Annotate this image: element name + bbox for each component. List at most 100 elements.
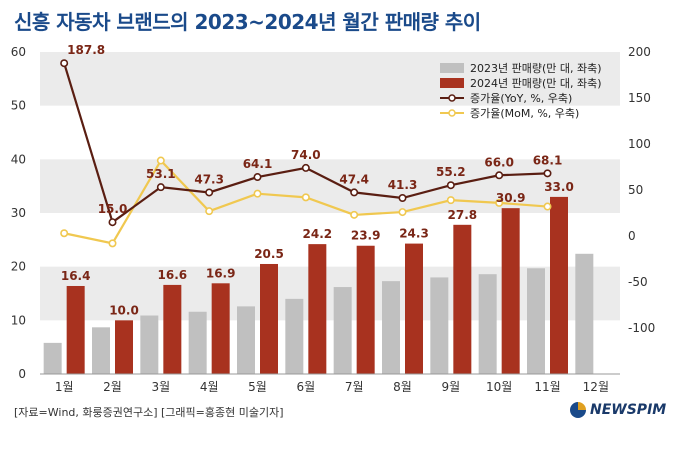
yoy-point — [156, 183, 165, 192]
y-right-tick: 150 — [628, 91, 651, 105]
y-left-tick: 10 — [11, 313, 26, 327]
bar-2023 — [333, 287, 352, 374]
yoy-point — [60, 59, 69, 68]
mom-point — [446, 196, 455, 205]
grid-band — [40, 266, 620, 321]
yoy-point — [495, 171, 504, 180]
x-tick: 1월 — [55, 380, 74, 394]
yoy-point — [543, 169, 552, 178]
legend-label: 증가율(YoY, %, 우축) — [470, 92, 572, 105]
yoy-label: 47.3 — [194, 172, 224, 186]
y-right-tick: -100 — [628, 321, 655, 335]
bar-2024 — [115, 320, 133, 374]
x-tick: 7월 — [345, 380, 364, 394]
bar-2023 — [527, 268, 545, 374]
newspim-icon — [570, 402, 586, 418]
bar-2023 — [478, 274, 497, 374]
x-tick: 4월 — [200, 380, 219, 394]
mom-point — [495, 198, 504, 207]
bar-2024-label: 20.5 — [254, 247, 284, 261]
data-labels: 16.4 10.0 16.6 16.9 20.5 24.2 23.9 24.3 27.8 30.9… — [61, 43, 574, 317]
bar-2023 — [575, 253, 594, 374]
legend-swatch — [440, 63, 464, 73]
mom-point — [156, 156, 165, 165]
bar-2023 — [285, 298, 304, 374]
mom-point — [543, 202, 552, 211]
bar-2024 — [453, 224, 472, 374]
y-right-tick: 100 — [628, 137, 651, 151]
mom-point — [350, 210, 359, 219]
mom-point — [301, 193, 310, 202]
legend-swatch — [440, 78, 464, 88]
yoy-point — [301, 163, 310, 172]
bar-2024 — [211, 283, 230, 374]
y-left-tick: 50 — [11, 99, 26, 113]
bar-2024 — [501, 208, 520, 374]
legend-label: 증가율(MoM, %, 우축) — [470, 107, 579, 120]
yoy-point — [205, 188, 214, 197]
bar-2024 — [308, 244, 327, 374]
y-left-tick: 0 — [18, 367, 26, 381]
yoy-label: 68.1 — [533, 153, 563, 167]
yoy-label: 64.1 — [243, 157, 273, 171]
x-tick: 10월 — [486, 380, 512, 394]
y-left-tick: 20 — [11, 260, 26, 274]
grid-bands — [40, 52, 620, 321]
bar-2024 — [163, 284, 182, 374]
bar-2024-label: 16.9 — [206, 266, 236, 280]
bar-2024 — [260, 263, 278, 374]
legend-label: 2023년 판매량(만 대, 좌축) — [470, 62, 602, 75]
bar-2024-label: 33.0 — [544, 180, 574, 194]
legend-marker — [448, 109, 456, 117]
bar-2024-label: 16.6 — [158, 268, 188, 282]
mom-point — [253, 189, 262, 198]
bar-2023 — [237, 306, 255, 374]
bar-2024-label: 10.0 — [109, 303, 139, 317]
bar-2023 — [92, 327, 110, 374]
yoy-point — [350, 188, 359, 197]
yoy-point — [446, 181, 455, 190]
x-tick: 3월 — [151, 380, 170, 394]
yoy-label: 15.0 — [98, 202, 128, 216]
yoy-label: 66.0 — [484, 155, 514, 169]
bar-2023 — [140, 315, 159, 374]
x-tick: 12월 — [583, 380, 609, 394]
yoy-point — [398, 194, 407, 203]
bar-2024-label: 24.3 — [399, 227, 429, 241]
legend: 2023년 판매량(만 대, 좌축) 2024년 판매량(만 대, 좌축) 증가율(… — [440, 62, 602, 120]
y-left-tick: 60 — [11, 45, 26, 59]
bar-2023 — [43, 342, 62, 374]
x-tick: 8월 — [393, 380, 412, 394]
legend-marker — [448, 94, 456, 102]
bar-2024 — [356, 245, 375, 374]
y-right-tick: 200 — [628, 45, 651, 59]
y-right-tick: -50 — [628, 275, 648, 289]
bar-2023 — [188, 311, 207, 374]
yoy-label: 74.0 — [291, 148, 321, 162]
brand-name: NEWSPIM — [590, 402, 667, 418]
yoy-point — [253, 173, 262, 182]
x-tick: 5월 — [248, 380, 267, 394]
x-tick: 11월 — [534, 380, 560, 394]
bar-2023 — [382, 281, 400, 374]
chart-title: 신흥 자동차 브랜드의 2023~2024년 월간 판매량 추이 — [14, 10, 481, 34]
bar-2024-label: 30.9 — [496, 191, 526, 205]
bar-2023 — [430, 277, 449, 374]
bar-2024-label: 27.8 — [448, 208, 478, 222]
y-left-tick: 40 — [11, 152, 26, 166]
yoy-label: 41.3 — [388, 178, 418, 192]
bar-2024-label: 16.4 — [61, 269, 91, 283]
mom-point — [398, 208, 407, 217]
x-tick: 9월 — [441, 380, 460, 394]
yoy-label: 53.1 — [146, 167, 176, 181]
mom-point — [60, 229, 69, 238]
bar-2024 — [66, 285, 85, 374]
yoy-label: 187.8 — [67, 43, 105, 57]
mom-point — [108, 239, 117, 248]
x-tick: 6월 — [296, 380, 315, 394]
brand-logo: NEWSPIM — [570, 402, 666, 418]
yoy-point — [108, 218, 117, 227]
legend-label: 2024년 판매량(만 대, 좌축) — [470, 77, 602, 90]
bar-2024-label: 23.9 — [351, 229, 381, 243]
